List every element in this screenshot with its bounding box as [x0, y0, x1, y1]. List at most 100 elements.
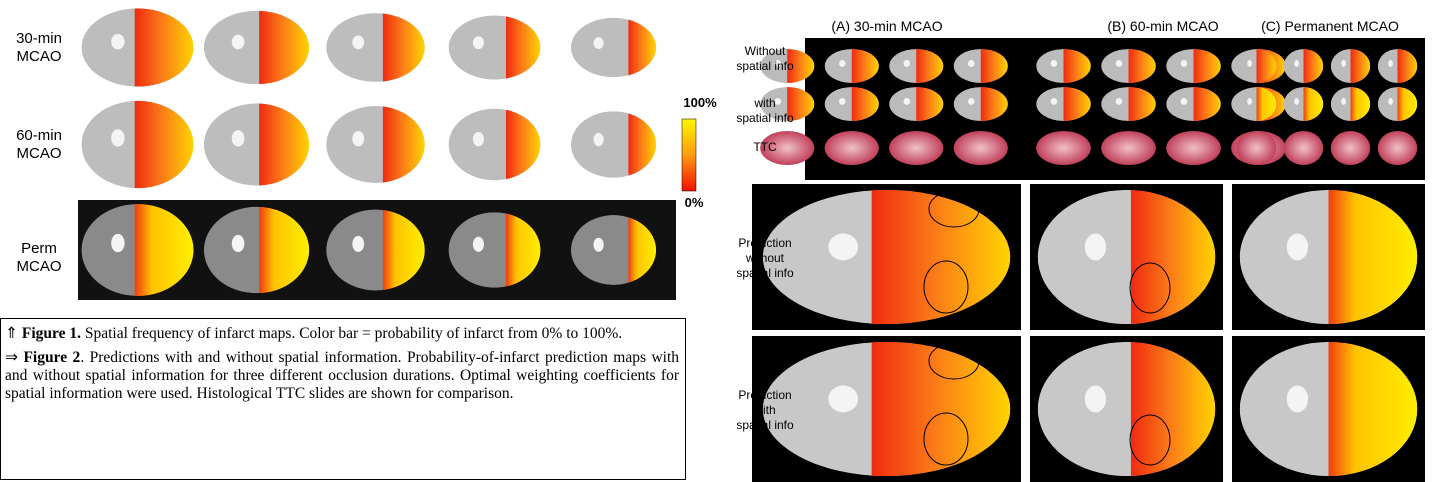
ventricle [1085, 385, 1106, 412]
brain-slice [825, 49, 879, 83]
label-line: spatial info [730, 266, 800, 281]
caption: ⇑ Figure 1. Spatial frequency of infarct… [0, 318, 686, 480]
ventricle [1116, 98, 1123, 105]
ventricle [1341, 98, 1346, 105]
ventricle [352, 236, 364, 252]
label-line: Without [730, 44, 800, 59]
ventricle [593, 133, 603, 146]
row-label: TTC [730, 140, 800, 155]
brain-slice [326, 210, 425, 291]
label-line: without [730, 251, 800, 266]
brain-slice [449, 109, 541, 181]
page: 100% 0% 30-minMCAO 60-minMCAO PermMCAO ⇑… [0, 0, 1434, 482]
color-bar [682, 119, 696, 191]
ventricle [352, 35, 364, 49]
ttc-slice [1378, 131, 1417, 165]
label-line: Prediction [730, 236, 800, 251]
column-header: (C) Permanent MCAO [1225, 18, 1434, 34]
column-header: (A) 30-min MCAO [752, 18, 1022, 34]
colorbar-min: 0% [685, 195, 704, 210]
label-line: spatial info [730, 59, 800, 74]
brain-slice [204, 11, 309, 85]
brain-slice [571, 215, 656, 285]
row-label: PermMCAO [0, 240, 78, 276]
brain-slice [1038, 190, 1216, 324]
brain-slice [326, 13, 425, 82]
brain-slice [1331, 49, 1370, 83]
label-line: MCAO [0, 258, 78, 276]
brain-slice [82, 204, 194, 296]
ttc-slice [1036, 131, 1091, 165]
ttc-slice [889, 131, 943, 165]
brain-slice [954, 49, 1008, 83]
brain-slice [1378, 87, 1417, 121]
ventricle [1051, 60, 1058, 67]
brain-slice [1101, 49, 1156, 83]
label-line: Prediction [730, 388, 800, 403]
ventricle [593, 238, 603, 252]
brain-slice [204, 207, 309, 293]
brain-slice [1166, 49, 1221, 83]
ventricle [1181, 60, 1188, 67]
symbol: ⇒ [5, 349, 18, 366]
label-line: 30-min [0, 30, 78, 48]
ventricle [1287, 385, 1308, 412]
ventricle [1116, 60, 1123, 67]
ttc-slice [825, 131, 879, 165]
ventricle [111, 129, 124, 146]
label-line: with [730, 96, 800, 111]
caption-fig1: ⇑ Figure 1. Spatial frequency of infarct… [5, 325, 679, 343]
ventricle [1294, 98, 1299, 105]
ventricle [232, 35, 245, 50]
ventricle [352, 131, 364, 146]
ventricle [232, 235, 245, 252]
brain-slice [1036, 49, 1091, 83]
label-line: spatial info [730, 111, 800, 126]
ventricle [473, 237, 484, 252]
ventricle [111, 34, 124, 50]
label-line: 60-min [0, 127, 78, 145]
ventricle [904, 60, 911, 67]
brain-slice [1378, 49, 1417, 83]
ventricle [473, 132, 484, 146]
ttc-slice [1331, 131, 1370, 165]
ventricle [1341, 60, 1346, 67]
label-line: Perm [0, 240, 78, 258]
ventricle [828, 233, 858, 260]
ventricle [828, 385, 858, 412]
ttc-slice [1284, 131, 1323, 165]
brain-slice [1166, 87, 1221, 121]
ventricle [1085, 233, 1106, 260]
ventricle [1294, 60, 1299, 67]
ventricle [839, 60, 846, 67]
brain-slice [825, 87, 879, 121]
caption-text: Spatial frequency of infarct maps. Color… [85, 325, 622, 342]
brain-slice [889, 87, 943, 121]
brain-slice [1036, 87, 1091, 121]
figure-label: Figure 1. [22, 325, 81, 342]
brain-slice [449, 15, 541, 79]
brain-slice [571, 111, 656, 177]
ventricle [968, 98, 975, 105]
ventricle [473, 36, 484, 49]
brain-slice [204, 103, 309, 185]
brain-slice [1237, 87, 1276, 121]
brain-slice [1331, 87, 1370, 121]
caption-text: . Predictions with and without spatial i… [5, 349, 679, 402]
caption-fig2: ⇒ Figure 2. Predictions with and without… [5, 349, 679, 403]
label-line: spatial info [730, 418, 800, 433]
brain-slice [954, 87, 1008, 121]
ttc-slice [1101, 131, 1156, 165]
ventricle [968, 60, 975, 67]
row-label: withspatial info [730, 96, 800, 126]
ventricle [1388, 60, 1393, 67]
symbol: ⇑ [5, 325, 18, 342]
brain-slice [1284, 49, 1323, 83]
ventricle [904, 98, 911, 105]
brain-slice [1240, 190, 1418, 324]
ventricle [1287, 233, 1308, 260]
